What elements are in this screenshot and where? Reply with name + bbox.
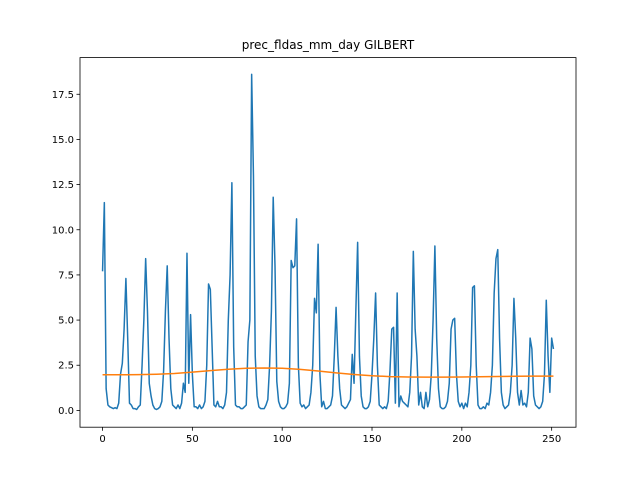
x-tick-label: 250 [542,434,561,445]
data-line [102,367,554,378]
plot-frame [79,57,577,428]
chart-title: prec_fldas_mm_day GILBERT [242,38,415,52]
y-tick-label: 5.0 [58,316,74,327]
x-tick-label: 100 [273,434,292,445]
y-tick-label: 10.0 [52,225,74,236]
y-tick-label: 15.0 [52,135,74,146]
y-tick-label: 7.5 [58,270,74,281]
y-tick-label: 17.5 [52,90,74,101]
x-tick-label: 0 [99,434,105,445]
x-tick-label: 50 [186,434,199,445]
y-tick-label: 12.5 [52,180,74,191]
y-tick-label: 2.5 [58,361,74,372]
y-tick-label: 0.0 [58,406,74,417]
data-line [101,73,555,411]
x-tick-label: 200 [452,434,471,445]
x-tick-label: 150 [362,434,381,445]
